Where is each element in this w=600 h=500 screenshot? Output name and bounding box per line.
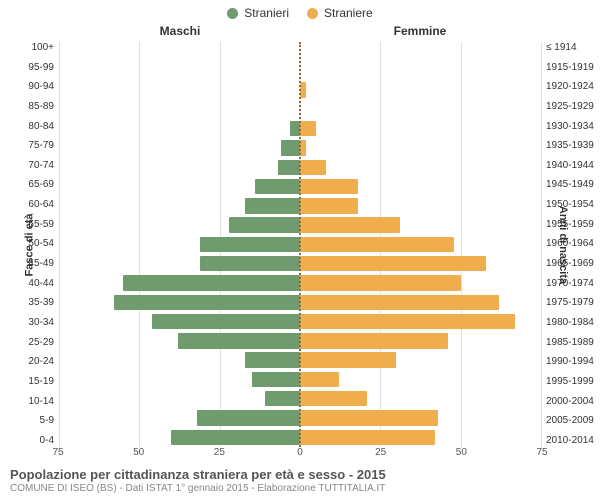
- bar-female: [300, 410, 438, 425]
- bar-male: [229, 217, 300, 232]
- bar-male: [114, 295, 300, 310]
- bar-male: [171, 430, 300, 445]
- header-male: Maschi: [60, 24, 300, 38]
- bar-female: [300, 198, 358, 213]
- age-label: 40-44: [6, 279, 58, 289]
- bar-male: [255, 179, 300, 194]
- header-female: Femmine: [300, 24, 540, 38]
- age-label: 0-4: [6, 436, 58, 446]
- chart-footer: Popolazione per cittadinanza straniera p…: [0, 463, 600, 500]
- age-label: 95-99: [6, 63, 58, 73]
- x-tick: 25: [214, 447, 225, 458]
- age-label: 30-34: [6, 318, 58, 328]
- legend-item-male: Stranieri: [227, 6, 289, 20]
- bar-female: [300, 160, 326, 175]
- age-label: 25-29: [6, 338, 58, 348]
- chart-title: Popolazione per cittadinanza straniera p…: [10, 467, 590, 482]
- x-axis: 75 50 25 0 25 50 75: [0, 447, 600, 463]
- yaxis-label-left: Fasce di età: [23, 213, 35, 276]
- bar-female: [300, 333, 448, 348]
- year-label: 2005-2009: [542, 416, 594, 426]
- year-label: 1975-1979: [542, 298, 594, 308]
- bar-male: [200, 237, 300, 252]
- age-label: 80-84: [6, 122, 58, 132]
- age-label: 90-94: [6, 82, 58, 92]
- year-label: 1985-1989: [542, 338, 594, 348]
- year-label: ≤ 1914: [542, 43, 594, 53]
- bar-male: [123, 275, 300, 290]
- year-label: 2000-2004: [542, 397, 594, 407]
- yaxis-label-right: Anni di nascita: [557, 205, 569, 283]
- bar-female: [300, 237, 454, 252]
- pyramid-chart: Fasce di età Anni di nascita 100+ 95-99 90…: [0, 42, 600, 447]
- x-tick: 50: [133, 447, 144, 458]
- age-label: 35-39: [6, 298, 58, 308]
- bar-female: [300, 217, 400, 232]
- bar-female: [300, 275, 461, 290]
- column-headers: Maschi Femmine: [0, 22, 600, 42]
- chart-subtitle: COMUNE DI ISEO (BS) - Dati ISTAT 1° genn…: [10, 483, 590, 494]
- year-label: 1995-1999: [542, 377, 594, 387]
- age-label: 100+: [6, 43, 58, 53]
- age-label: 75-79: [6, 141, 58, 151]
- bar-male: [152, 314, 300, 329]
- bar-male: [245, 198, 300, 213]
- bar-female: [300, 256, 486, 271]
- x-tick: 0: [297, 447, 303, 458]
- year-label: 1980-1984: [542, 318, 594, 328]
- age-label: 85-89: [6, 102, 58, 112]
- age-label: 15-19: [6, 377, 58, 387]
- year-label: 1925-1929: [542, 102, 594, 112]
- bar-female: [300, 352, 396, 367]
- x-tick: 75: [536, 447, 547, 458]
- x-tick: 50: [456, 447, 467, 458]
- age-label: 20-24: [6, 357, 58, 367]
- bar-male: [278, 160, 300, 175]
- bar-female: [300, 121, 316, 136]
- bar-female: [300, 391, 367, 406]
- year-label: 1945-1949: [542, 180, 594, 190]
- year-label: 1915-1919: [542, 63, 594, 73]
- age-label: 70-74: [6, 161, 58, 171]
- age-label: 65-69: [6, 180, 58, 190]
- year-label: 1920-1924: [542, 82, 594, 92]
- x-tick: 25: [375, 447, 386, 458]
- age-label: 10-14: [6, 397, 58, 407]
- bar-male: [265, 391, 300, 406]
- bar-male: [197, 410, 300, 425]
- year-label: 1940-1944: [542, 161, 594, 171]
- legend-swatch-male: [227, 8, 238, 19]
- x-ticks: 7550250255075: [58, 447, 542, 463]
- legend-label-female: Straniere: [324, 6, 373, 20]
- center-line: [299, 42, 301, 447]
- year-label: 1935-1939: [542, 141, 594, 151]
- year-label: 1990-1994: [542, 357, 594, 367]
- bar-female: [300, 314, 515, 329]
- bar-female: [300, 372, 339, 387]
- bar-male: [252, 372, 300, 387]
- bars-area: [58, 42, 542, 447]
- bar-female: [300, 295, 499, 310]
- age-label: 60-64: [6, 200, 58, 210]
- gridline: [541, 42, 542, 447]
- bar-male: [245, 352, 300, 367]
- legend-item-female: Straniere: [307, 6, 373, 20]
- bar-female: [300, 179, 358, 194]
- x-tick: 75: [52, 447, 63, 458]
- age-label: 5-9: [6, 416, 58, 426]
- bar-male: [178, 333, 300, 348]
- bar-male: [281, 140, 300, 155]
- year-label: 2010-2014: [542, 436, 594, 446]
- legend: Stranieri Straniere: [0, 0, 600, 22]
- bar-female: [300, 430, 435, 445]
- year-label: 1930-1934: [542, 122, 594, 132]
- bar-male: [200, 256, 300, 271]
- legend-swatch-female: [307, 8, 318, 19]
- legend-label-male: Stranieri: [244, 6, 289, 20]
